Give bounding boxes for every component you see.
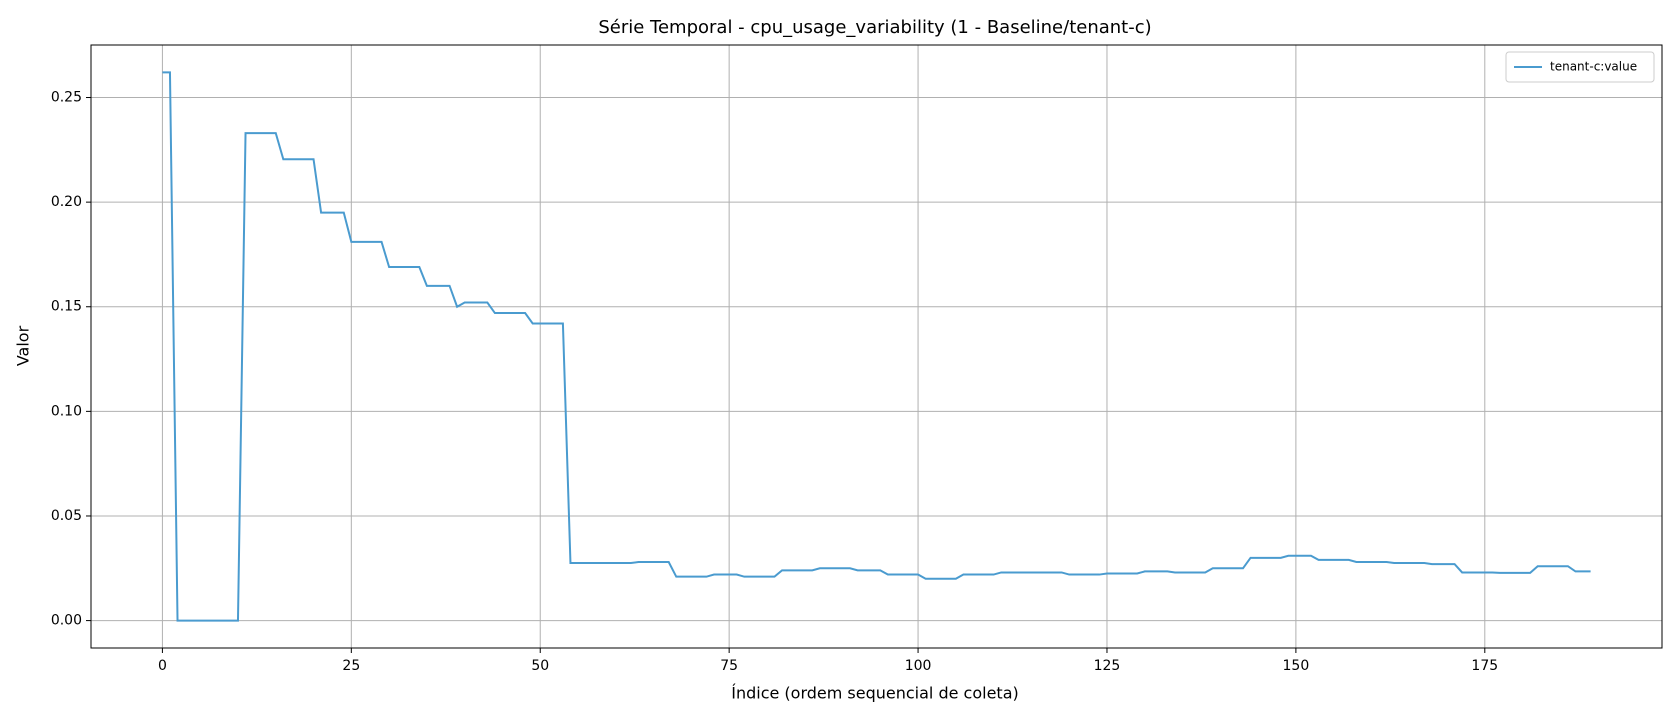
y-tick-label: 0.00 <box>51 613 82 629</box>
y-tick-label: 0.05 <box>51 508 82 524</box>
x-tick-label: 0 <box>158 658 167 674</box>
plot-frame <box>90 44 1663 649</box>
y-tick-label: 0.25 <box>51 90 82 106</box>
x-tick-label: 75 <box>720 658 738 674</box>
y-axis-label: Valor <box>14 325 33 366</box>
chart-title: Série Temporal - cpu_usage_variability (… <box>598 17 1151 38</box>
legend-label: tenant-c:value <box>1550 60 1637 74</box>
x-tick-label: 150 <box>1283 658 1310 674</box>
data-line <box>162 71 1591 622</box>
legend-box <box>1505 51 1655 83</box>
x-axis-label: Índice (ordem sequencial de coleta) <box>731 684 1019 703</box>
y-tick-label: 0.15 <box>51 299 82 315</box>
y-tick-label: 0.20 <box>51 194 82 210</box>
y-tick-label: 0.10 <box>51 403 82 419</box>
x-tick-label: 175 <box>1471 658 1498 674</box>
x-tick-label: 125 <box>1094 658 1121 674</box>
x-tick-label: 50 <box>531 658 549 674</box>
x-tick-label: 100 <box>905 658 932 674</box>
x-tick-label: 25 <box>342 658 360 674</box>
